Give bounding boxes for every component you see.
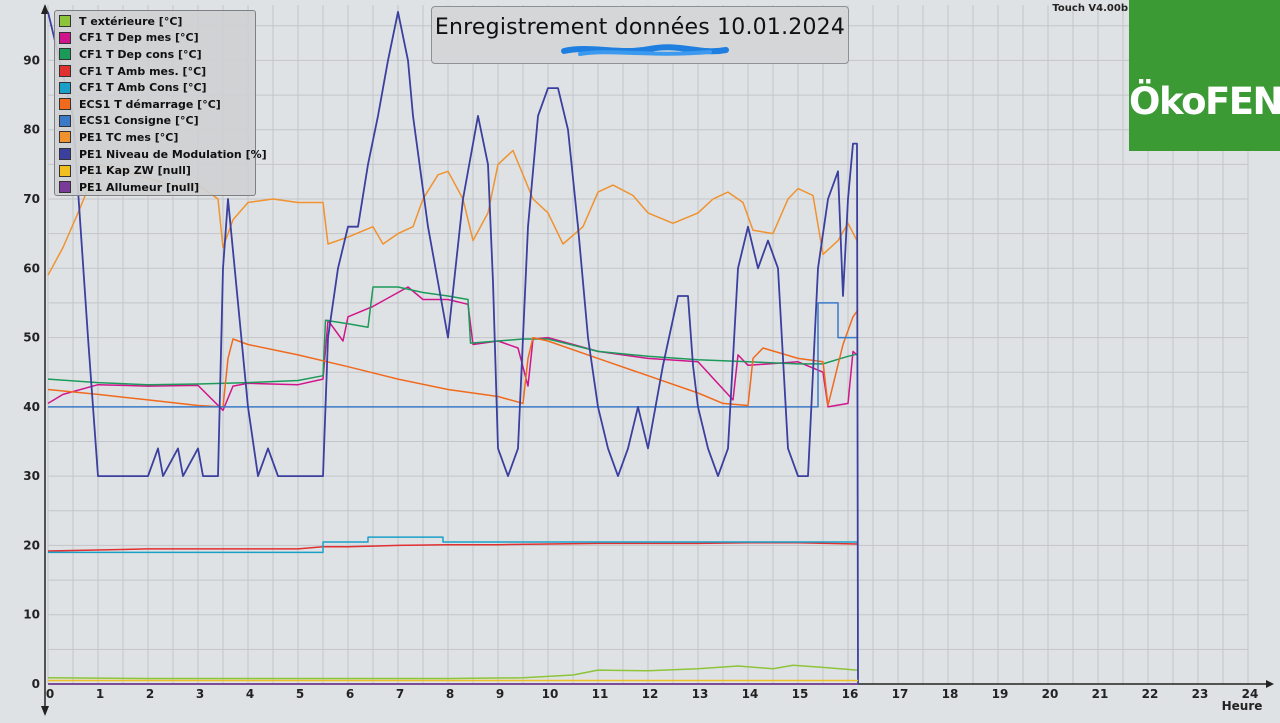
legend-swatch bbox=[59, 65, 71, 78]
x-tick-label: 20 bbox=[1042, 687, 1059, 701]
redaction-scribble bbox=[561, 44, 729, 56]
legend-swatch bbox=[59, 164, 71, 177]
okofen-logo: ÖkoFEN bbox=[1129, 0, 1280, 151]
x-axis-label: Heure bbox=[1222, 699, 1263, 713]
y-tick-label: 20 bbox=[23, 538, 40, 552]
legend-item: CF1 T Dep cons [°C] bbox=[59, 46, 251, 63]
y-axis-arrow-down bbox=[41, 706, 49, 716]
legend-item: ECS1 T démarrage [°C] bbox=[59, 96, 251, 113]
y-tick-label: 80 bbox=[23, 123, 40, 137]
legend-swatch bbox=[59, 98, 71, 111]
y-tick-label: 30 bbox=[23, 469, 40, 483]
legend-label: PE1 Kap ZW [null] bbox=[79, 164, 191, 178]
series-lines bbox=[47, 11, 859, 685]
x-tick-label: 3 bbox=[196, 687, 204, 701]
legend-label: CF1 T Dep mes [°C] bbox=[79, 31, 199, 45]
legend-swatch bbox=[59, 81, 71, 94]
legend-swatch bbox=[59, 15, 71, 28]
legend-label: ECS1 T démarrage [°C] bbox=[79, 97, 221, 111]
x-tick-label: 11 bbox=[592, 687, 609, 701]
x-tick-label: 10 bbox=[542, 687, 559, 701]
y-tick-label: 40 bbox=[23, 400, 40, 414]
series-line-7 bbox=[48, 302, 857, 408]
x-tick-label: 4 bbox=[246, 687, 254, 701]
legend-item: PE1 Kap ZW [null] bbox=[59, 162, 251, 179]
x-tick-label: 0 bbox=[46, 687, 54, 701]
series-line-4 bbox=[47, 541, 858, 552]
y-tick-label: 60 bbox=[23, 261, 40, 275]
legend-item: PE1 Allumeur [null] bbox=[59, 179, 251, 196]
logo-text: ÖkoFEN bbox=[1129, 80, 1280, 123]
x-tick-label: 23 bbox=[1192, 687, 1209, 701]
legend-label: PE1 TC mes [°C] bbox=[79, 130, 179, 144]
legend-item: CF1 T Amb Cons [°C] bbox=[59, 79, 251, 96]
chart-title-box: Enregistrement données 10.01.2024 bbox=[431, 6, 849, 64]
legend-label: CF1 T Amb Cons [°C] bbox=[79, 81, 207, 95]
legend-swatch bbox=[59, 114, 71, 127]
legend-label: T extérieure [°C] bbox=[79, 14, 183, 28]
y-tick-label: 0 bbox=[32, 677, 40, 691]
x-tick-label: 8 bbox=[446, 687, 454, 701]
series-line-1 bbox=[47, 664, 858, 680]
x-tick-label: 15 bbox=[792, 687, 809, 701]
legend-label: ECS1 Consigne [°C] bbox=[79, 114, 199, 128]
y-tick-label: 90 bbox=[23, 53, 40, 67]
x-tick-label: 19 bbox=[992, 687, 1009, 701]
version-label: Touch V4.00b bbox=[1052, 3, 1128, 14]
y-axis-arrow-up bbox=[41, 4, 49, 14]
x-tick-label: 1 bbox=[96, 687, 104, 701]
x-tick-label: 9 bbox=[496, 687, 504, 701]
legend-swatch bbox=[59, 48, 71, 61]
x-tick-label: 17 bbox=[892, 687, 909, 701]
series-line-3 bbox=[47, 286, 858, 386]
tick-labels: 0 1 2 3 4 5 6 7 8 9 10 11 12 13 14 15 16 17 18 19 20 21 22 23 24… bbox=[23, 53, 1258, 701]
series-line-9 bbox=[47, 11, 859, 685]
x-tick-label: 18 bbox=[942, 687, 959, 701]
x-tick-label: 24 bbox=[1242, 687, 1259, 701]
chart-title: Enregistrement données 10.01.2024 bbox=[434, 15, 846, 40]
x-axis-arrow bbox=[1266, 680, 1274, 688]
x-tick-label: 22 bbox=[1142, 687, 1159, 701]
legend-item: T extérieure [°C] bbox=[59, 13, 251, 30]
series-line-5 bbox=[48, 536, 857, 554]
legend-item: PE1 TC mes [°C] bbox=[59, 129, 251, 146]
legend-item: CF1 T Amb mes. [°C] bbox=[59, 63, 251, 80]
legend-swatch bbox=[59, 131, 71, 144]
series-line-6 bbox=[47, 309, 859, 408]
legend-swatch bbox=[59, 148, 71, 161]
x-tick-label: 12 bbox=[642, 687, 659, 701]
y-tick-label: 70 bbox=[23, 192, 40, 206]
legend-item: PE1 Niveau de Modulation [%] bbox=[59, 146, 267, 163]
legend-item: ECS1 Consigne [°C] bbox=[59, 113, 251, 130]
legend-label: CF1 T Dep cons [°C] bbox=[79, 47, 202, 61]
x-tick-label: 5 bbox=[296, 687, 304, 701]
legend-label: CF1 T Amb mes. [°C] bbox=[79, 64, 207, 78]
y-tick-label: 10 bbox=[23, 608, 40, 622]
x-tick-label: 6 bbox=[346, 687, 354, 701]
legend-swatch bbox=[59, 31, 71, 44]
legend-label: PE1 Allumeur [null] bbox=[79, 180, 200, 194]
series-line-8 bbox=[47, 149, 858, 276]
legend-swatch bbox=[59, 181, 71, 194]
x-tick-label: 14 bbox=[742, 687, 759, 701]
x-tick-label: 13 bbox=[692, 687, 709, 701]
x-tick-label: 7 bbox=[396, 687, 404, 701]
legend-label: PE1 Niveau de Modulation [%] bbox=[79, 147, 267, 161]
x-tick-label: 2 bbox=[146, 687, 154, 701]
y-tick-label: 50 bbox=[23, 331, 40, 345]
x-tick-label: 16 bbox=[842, 687, 859, 701]
legend-item: CF1 T Dep mes [°C] bbox=[59, 30, 251, 47]
chart-legend: T extérieure [°C] CF1 T Dep mes [°C] CF1 T… bbox=[54, 10, 267, 196]
x-tick-label: 21 bbox=[1092, 687, 1109, 701]
